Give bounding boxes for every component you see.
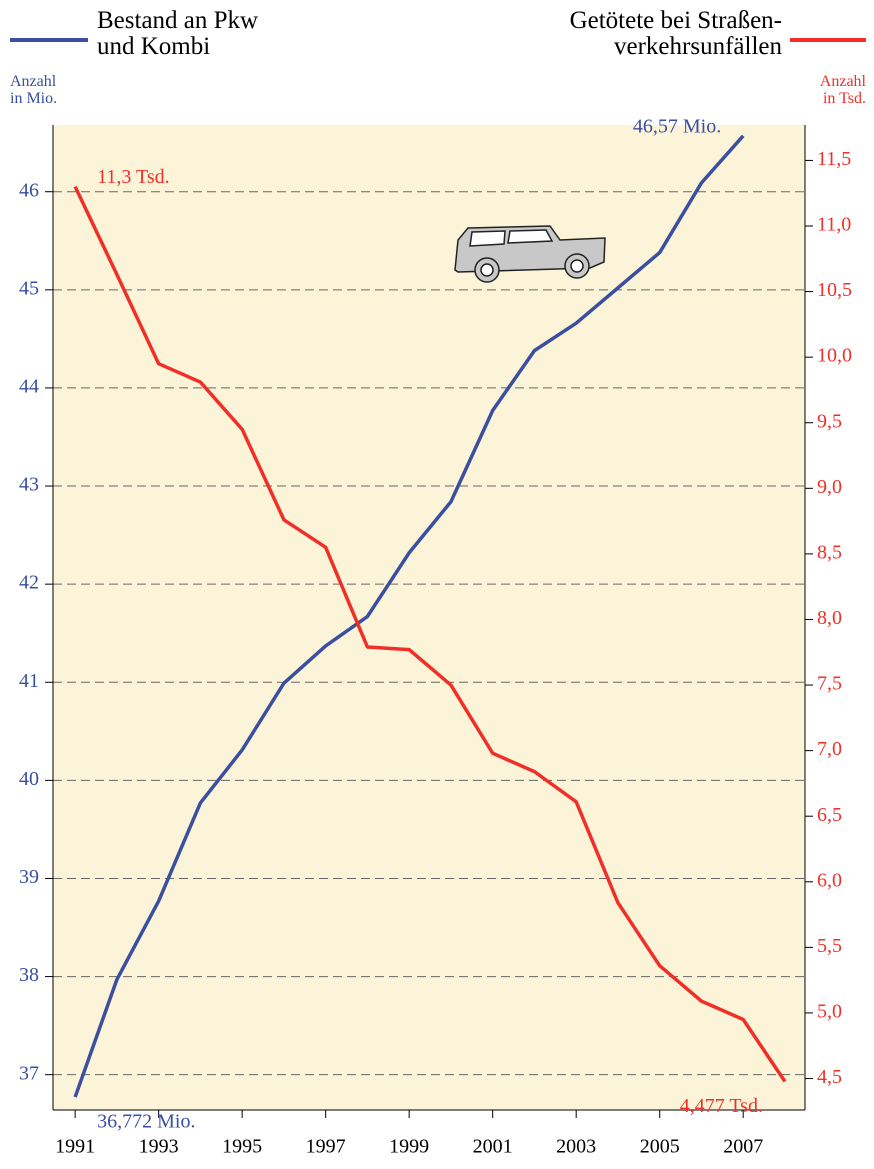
data-label: 46,57 Mio. xyxy=(633,115,721,137)
x-tick-label: 1999 xyxy=(389,1136,429,1158)
y2-tick-label: 9,5 xyxy=(817,410,842,432)
legend-label: Bestand an Pkw und Kombi xyxy=(97,7,259,61)
x-tick-label: 1997 xyxy=(306,1136,346,1158)
y-tick-label: 40 xyxy=(19,768,39,790)
plot-background xyxy=(53,125,805,1110)
y2-tick-label: 10,5 xyxy=(817,279,852,301)
x-tick-label: 2003 xyxy=(556,1136,596,1158)
y-tick-label: 46 xyxy=(19,179,39,201)
y-axis-title: Anzahl in Mio. xyxy=(10,73,58,107)
y2-tick-label: 6,5 xyxy=(817,804,842,826)
y2-tick-label: 4,5 xyxy=(817,1066,842,1088)
y2-tick-label: 7,5 xyxy=(817,673,842,695)
y2-tick-label: 8,5 xyxy=(817,541,842,563)
y-tick-label: 37 xyxy=(19,1062,39,1084)
x-tick-label: 1991 xyxy=(55,1136,95,1158)
x-tick-label: 1993 xyxy=(139,1136,179,1158)
y2-tick-label: 11,0 xyxy=(817,214,851,236)
y-tick-label: 39 xyxy=(19,866,39,888)
y-tick-label: 43 xyxy=(19,474,39,496)
series-line xyxy=(73,185,787,1083)
y2-tick-label: 7,0 xyxy=(817,738,842,760)
car-icon xyxy=(454,225,606,283)
data-label: 36,772 Mio. xyxy=(97,1111,195,1133)
y2-tick-label: 11,5 xyxy=(817,148,851,170)
y-tick-label: 42 xyxy=(19,572,39,594)
x-tick-label: 1995 xyxy=(222,1136,262,1158)
y-tick-label: 44 xyxy=(19,376,39,398)
legend-label: Getötete bei Straßen- verkehrsunfällen xyxy=(569,7,782,61)
y2-tick-label: 10,0 xyxy=(817,345,852,367)
data-label: 4,477 Tsd. xyxy=(680,1095,763,1117)
y2-tick-label: 6,0 xyxy=(817,869,842,891)
y2-tick-label: 5,0 xyxy=(817,1001,842,1023)
x-tick-label: 2007 xyxy=(723,1136,763,1158)
data-label: 11,3 Tsd. xyxy=(97,166,170,188)
y-tick-label: 45 xyxy=(19,277,39,299)
y-tick-label: 41 xyxy=(19,670,39,692)
y2-axis-title: Anzahl in Tsd. xyxy=(819,73,866,107)
series-line xyxy=(73,134,745,1098)
x-tick-label: 2005 xyxy=(640,1136,680,1158)
x-tick-label: 2001 xyxy=(473,1136,513,1158)
y2-tick-label: 8,0 xyxy=(817,607,842,629)
y2-tick-label: 5,5 xyxy=(817,935,842,957)
y2-tick-label: 9,0 xyxy=(817,476,842,498)
y-tick-label: 38 xyxy=(19,964,39,986)
